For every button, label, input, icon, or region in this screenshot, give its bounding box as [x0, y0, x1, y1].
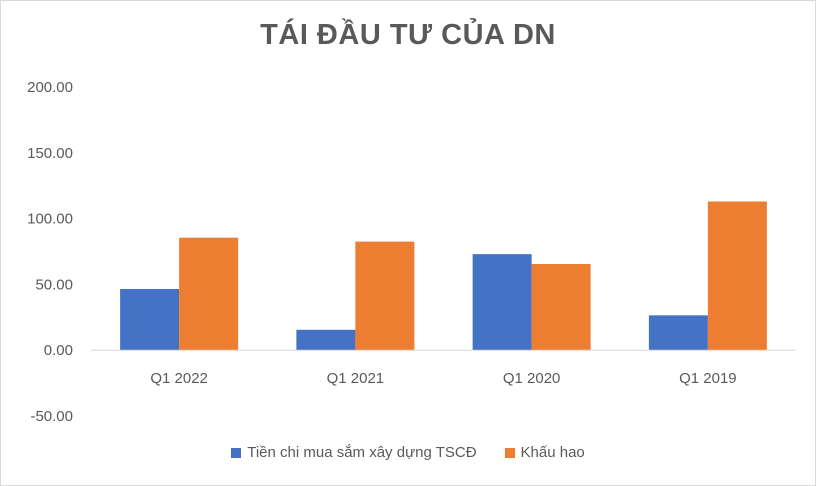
chart-title: TÁI ĐẦU TƯ CỦA DN: [260, 19, 556, 51]
bar-series-2: [531, 264, 591, 351]
x-category-label: Q1 2019: [679, 370, 737, 387]
legend-item-series-1: Tiền chi mua sắm xây dựng TSCĐ: [231, 444, 477, 461]
y-tick-label: 200.00: [27, 79, 73, 96]
legend-swatch-series-1: [231, 447, 242, 458]
bar-series-2: [179, 237, 239, 351]
x-category-label: Q1 2020: [503, 370, 561, 387]
y-tick-label: -50.00: [30, 408, 73, 425]
y-tick-label: 0.00: [44, 342, 73, 359]
legend-label-series-2: Khấu hao: [520, 444, 585, 461]
legend: Tiền chi mua sắm xây dựng TSCĐ Khấu hao: [1, 444, 815, 461]
bar-series-2: [355, 241, 415, 351]
bar-series-2: [707, 201, 767, 351]
x-category-label: Q1 2022: [150, 370, 208, 387]
y-tick-label: 150.00: [27, 145, 73, 162]
bar-series-1: [472, 254, 532, 351]
y-tick-label: 100.00: [27, 211, 73, 228]
bar-chart-plot: 200.00 150.00 100.00 50.00 0.00 -50.00 Q1 2022…: [27, 79, 796, 425]
legend-swatch-series-2: [504, 447, 515, 458]
y-tick-label: 50.00: [35, 276, 73, 293]
legend-label-series-1: Tiền chi mua sắm xây dựng TSCĐ: [247, 444, 477, 461]
bar-series-1: [648, 315, 708, 351]
bar-series-1: [120, 289, 180, 351]
bar-series-1: [296, 329, 356, 351]
legend-item-series-2: Khấu hao: [504, 444, 585, 461]
x-category-label: Q1 2021: [327, 370, 385, 387]
